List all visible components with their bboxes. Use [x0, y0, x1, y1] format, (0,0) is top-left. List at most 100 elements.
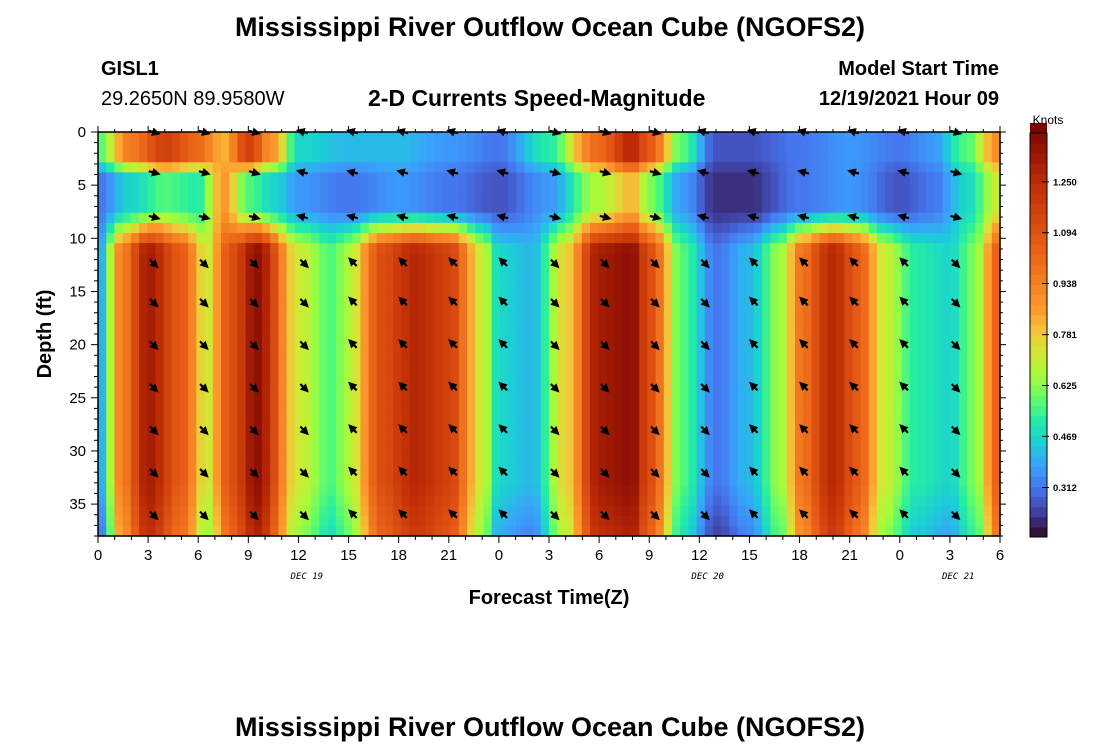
heatmap-cell: [926, 313, 935, 325]
current-vector-arrow: [498, 339, 508, 349]
heatmap-cell: [622, 394, 632, 406]
heatmap-cell: [737, 142, 747, 153]
heatmap-cell: [163, 525, 173, 537]
heatmap-cell: [327, 162, 337, 173]
heatmap-cell: [868, 495, 878, 507]
heatmap-cell: [294, 152, 304, 163]
current-vector-arrow: [199, 468, 209, 478]
heatmap-cell: [171, 253, 181, 264]
heatmap-cell: [442, 525, 452, 537]
heatmap-cell: [565, 263, 575, 274]
heatmap-cell: [975, 354, 985, 365]
heatmap-cell: [409, 455, 419, 466]
heatmap-cell: [114, 364, 124, 375]
heatmap-cell: [278, 182, 288, 194]
current-vector-arrow: [550, 510, 560, 521]
heatmap-cell: [122, 182, 132, 194]
heatmap-cell: [836, 273, 845, 285]
heatmap-cell: [606, 192, 616, 204]
heatmap-cell: [171, 445, 181, 456]
heatmap-cell: [130, 445, 140, 456]
heatmap-cell: [811, 172, 821, 184]
heatmap-cell: [893, 162, 903, 173]
heatmap-cell: [385, 253, 394, 264]
heatmap-cell: [844, 505, 853, 517]
heatmap-cell: [221, 323, 230, 335]
heatmap-cell: [729, 323, 739, 335]
heatmap-cell: [458, 243, 468, 254]
heatmap-cell: [409, 212, 419, 224]
heatmap-cell: [688, 222, 698, 234]
heatmap-cell: [163, 495, 173, 507]
heatmap-cell: [335, 485, 345, 497]
heatmap-cell: [672, 475, 681, 487]
heatmap-cell: [171, 323, 181, 335]
heatmap-cell: [639, 354, 648, 365]
heatmap-cell: [122, 263, 132, 274]
heatmap-cell: [729, 435, 739, 446]
heatmap-cell: [508, 424, 517, 436]
heatmap-cell: [688, 414, 698, 426]
heatmap-cell: [959, 152, 968, 163]
heatmap-cell: [286, 475, 296, 487]
heatmap-cell: [475, 142, 484, 153]
heatmap-cell: [893, 283, 903, 295]
heatmap-cell: [450, 313, 460, 325]
heatmap-cell: [581, 172, 591, 184]
heatmap-cell: [672, 445, 681, 456]
heatmap-cell: [549, 192, 558, 204]
heatmap-cell: [262, 435, 271, 446]
heatmap-cell: [426, 263, 435, 274]
heatmap-cell: [335, 364, 345, 375]
heatmap-cell: [770, 182, 780, 194]
heatmap-cell: [270, 384, 279, 396]
heatmap-cell: [278, 202, 288, 214]
heatmap-cell: [836, 192, 845, 204]
heatmap-cell: [442, 263, 452, 274]
colorbar-tick-label: 1.250: [1053, 177, 1077, 188]
heatmap-cell: [434, 445, 443, 456]
heatmap-cell: [860, 384, 870, 396]
heatmap-cell: [745, 475, 755, 487]
heatmap-cell: [98, 435, 107, 446]
heatmap-cell: [368, 404, 378, 416]
heatmap-cell: [737, 505, 747, 517]
heatmap-cell: [344, 404, 353, 416]
heatmap-cell: [163, 394, 173, 406]
heatmap-cell: [918, 152, 927, 163]
heatmap-cell: [467, 344, 476, 355]
heatmap-cell: [967, 495, 976, 507]
heatmap-cell: [180, 152, 189, 163]
heatmap-cell: [622, 152, 632, 163]
heatmap-cell: [663, 354, 673, 365]
heatmap-cell: [557, 273, 566, 285]
heatmap-cell: [688, 172, 698, 184]
heatmap-cell: [294, 515, 304, 527]
heatmap-cell: [147, 172, 156, 184]
heatmap-cell: [557, 435, 566, 446]
heatmap-cell: [426, 323, 435, 335]
colorbar-segment: [1030, 213, 1047, 225]
heatmap-cell: [770, 202, 780, 214]
heatmap-cell: [483, 354, 493, 365]
heatmap-cell: [598, 202, 607, 214]
heatmap-cell: [434, 273, 443, 285]
current-vector-arrow: [149, 383, 159, 393]
heatmap-cell: [614, 182, 624, 194]
heatmap-cell: [573, 323, 583, 335]
current-vector-arrow: [950, 258, 961, 269]
heatmap-cell: [245, 313, 255, 325]
heatmap-cell: [139, 233, 148, 244]
heatmap-cell: [942, 465, 952, 476]
heatmap-cell: [868, 132, 878, 143]
heatmap-cell: [754, 222, 763, 234]
heatmap-cell: [221, 384, 230, 396]
heatmap-cell: [737, 455, 747, 466]
heatmap-cell: [934, 525, 944, 537]
heatmap-cell: [967, 202, 976, 214]
colorbar-segment: [1030, 516, 1047, 528]
heatmap-cell: [139, 222, 148, 234]
heatmap-cell: [147, 152, 156, 163]
heatmap-cell: [122, 364, 132, 375]
heatmap-cell: [688, 455, 698, 466]
